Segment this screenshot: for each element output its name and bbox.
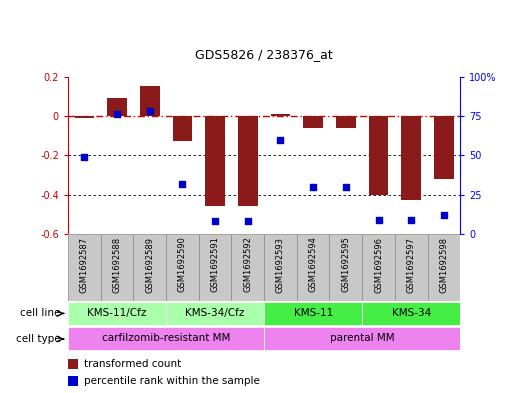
Bar [428, 234, 460, 301]
Bar [74, 116, 94, 118]
Text: GSM1692592: GSM1692592 [243, 237, 252, 292]
Bar [264, 302, 362, 325]
Bar [303, 116, 323, 128]
Point [407, 217, 415, 223]
Text: GDS5826 / 238376_at: GDS5826 / 238376_at [195, 48, 333, 61]
Bar [336, 116, 356, 128]
Point [342, 184, 350, 190]
Text: GSM1692594: GSM1692594 [309, 237, 317, 292]
Bar [329, 234, 362, 301]
Bar [362, 234, 395, 301]
Bar [68, 376, 78, 386]
Bar [68, 234, 100, 301]
Bar [264, 234, 297, 301]
Bar [107, 98, 127, 116]
Text: parental MM: parental MM [330, 333, 394, 343]
Text: GSM1692596: GSM1692596 [374, 237, 383, 292]
Point [276, 136, 285, 143]
Text: GSM1692591: GSM1692591 [211, 237, 220, 292]
Text: cell line: cell line [20, 309, 60, 318]
Text: GSM1692588: GSM1692588 [112, 237, 121, 293]
Bar [173, 116, 192, 141]
Text: carfilzomib-resistant MM: carfilzomib-resistant MM [102, 333, 230, 343]
Bar [238, 116, 257, 206]
Text: KMS-11/Cfz: KMS-11/Cfz [87, 308, 147, 318]
Text: GSM1692597: GSM1692597 [407, 237, 416, 292]
Point [80, 154, 88, 160]
Bar [297, 234, 329, 301]
Bar [271, 114, 290, 116]
Text: transformed count: transformed count [84, 358, 181, 369]
Text: GSM1692598: GSM1692598 [439, 237, 448, 292]
Point [113, 111, 121, 118]
Bar [206, 116, 225, 206]
Text: GSM1692593: GSM1692593 [276, 237, 285, 292]
Text: KMS-11: KMS-11 [293, 308, 333, 318]
Bar [395, 234, 428, 301]
Text: KMS-34/Cfz: KMS-34/Cfz [185, 308, 245, 318]
Bar [166, 302, 264, 325]
Bar [231, 234, 264, 301]
Point [244, 218, 252, 224]
Bar [434, 116, 453, 179]
Point [178, 180, 187, 187]
Text: GSM1692587: GSM1692587 [80, 237, 89, 293]
Text: percentile rank within the sample: percentile rank within the sample [84, 376, 259, 386]
Bar [362, 302, 460, 325]
Point [374, 217, 383, 223]
Bar [100, 234, 133, 301]
Point [211, 218, 219, 224]
Text: GSM1692590: GSM1692590 [178, 237, 187, 292]
Bar [68, 359, 78, 369]
Bar [68, 327, 264, 351]
Bar [402, 116, 421, 200]
Bar [264, 327, 460, 351]
Bar [199, 234, 231, 301]
Text: KMS-34: KMS-34 [392, 308, 431, 318]
Bar [133, 234, 166, 301]
Text: cell type: cell type [16, 334, 60, 344]
Bar [369, 116, 388, 195]
Point [145, 108, 154, 114]
Bar [68, 302, 166, 325]
Bar [166, 234, 199, 301]
Bar [140, 86, 160, 116]
Text: GSM1692595: GSM1692595 [342, 237, 350, 292]
Point [440, 212, 448, 218]
Point [309, 184, 317, 190]
Text: GSM1692589: GSM1692589 [145, 237, 154, 292]
